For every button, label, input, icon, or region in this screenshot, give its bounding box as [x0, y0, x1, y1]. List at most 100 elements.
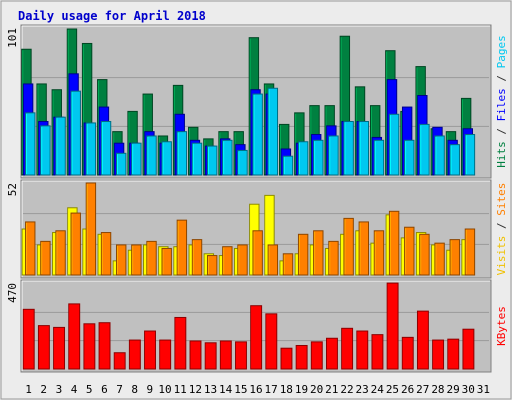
bar-sites — [237, 244, 248, 276]
bar-kbytes — [295, 344, 308, 370]
bar-pages — [206, 145, 218, 176]
bar-kbytes — [280, 347, 293, 370]
bar-kbytes — [341, 327, 354, 370]
legend-label-part: / — [495, 68, 508, 88]
x-tick-label: 7 — [116, 383, 123, 396]
x-tick-label: 25 — [386, 383, 399, 396]
bar-sites — [146, 240, 157, 276]
bar-pages — [419, 123, 430, 176]
bar-sites — [267, 244, 279, 276]
bar-kbytes — [447, 338, 460, 370]
legend-label: KBytes — [495, 306, 508, 346]
legend-label-part: Visits — [495, 236, 508, 276]
x-tick-label: 24 — [371, 383, 385, 396]
bar-pages — [161, 141, 172, 176]
bar-kbytes — [144, 330, 156, 370]
bar-kbytes — [128, 339, 141, 370]
bar-kbytes — [265, 313, 278, 370]
bar-sites — [100, 232, 112, 276]
x-tick-label: 16 — [249, 383, 262, 396]
bar-sites — [25, 221, 36, 276]
x-tick-label: 19 — [295, 383, 308, 396]
bar-kbytes — [98, 322, 111, 370]
bar-pages — [282, 155, 294, 176]
bar-pages — [297, 141, 309, 176]
bar-pages — [388, 113, 400, 176]
bar-pages — [237, 149, 248, 176]
panel-visits-sites: 52 Visits / Sites — [6, 179, 508, 279]
bar-kbytes — [416, 310, 429, 370]
bar-kbytes — [68, 303, 81, 370]
bar-pages — [116, 152, 127, 176]
x-tick-label: 10 — [158, 383, 171, 396]
series-kbytes — [22, 282, 475, 370]
bar-pages — [176, 131, 188, 176]
x-tick-label: 26 — [401, 383, 414, 396]
x-tick-label: 17 — [265, 383, 278, 396]
x-tick-label: 22 — [340, 383, 353, 396]
bar-sites — [222, 246, 233, 276]
legend-label-part: / — [495, 121, 508, 141]
bar-pages — [313, 139, 324, 176]
bar-kbytes — [386, 282, 399, 370]
x-tick-label: 13 — [204, 383, 217, 396]
bar-sites — [419, 233, 430, 276]
x-tick-label: 4 — [71, 383, 78, 396]
x-tick-label: 5 — [86, 383, 93, 396]
bar-sites — [313, 230, 324, 276]
bar-sites — [328, 240, 339, 276]
bar-kbytes — [356, 330, 369, 370]
bar-pages — [434, 135, 445, 176]
x-tick-label: 28 — [431, 383, 444, 396]
y-max-label: 101 — [6, 28, 19, 48]
bar-sites — [176, 219, 188, 276]
bar-kbytes — [462, 328, 475, 370]
bar-sites — [116, 244, 127, 276]
legend-label-part: KBytes — [495, 306, 508, 346]
chart-panels: 101 Hits / Files / Pages 52 Visits / Sites 4… — [6, 24, 508, 373]
bar-kbytes — [219, 340, 232, 370]
bar-pages — [358, 121, 370, 176]
x-tick-label: 21 — [325, 383, 338, 396]
bar-sites — [252, 230, 263, 276]
panel-kbytes: 470 KBytes — [6, 279, 508, 373]
legend-label: Hits / Files / Pages — [495, 35, 508, 168]
bar-kbytes — [174, 316, 187, 370]
x-tick-label: 15 — [234, 383, 247, 396]
series-pages — [25, 87, 476, 176]
x-tick-label: 2 — [40, 383, 47, 396]
x-tick-label: 12 — [189, 383, 202, 396]
x-tick-label: 9 — [147, 383, 154, 396]
x-tick-label: 1 — [25, 383, 32, 396]
x-tick-label: 20 — [310, 383, 323, 396]
legend-label-part: Pages — [495, 35, 508, 68]
x-tick-label: 18 — [280, 383, 293, 396]
bar-kbytes — [53, 326, 66, 370]
bar-sites — [161, 247, 172, 276]
x-tick-label: 27 — [416, 383, 429, 396]
bar-pages — [404, 139, 415, 176]
bar-kbytes — [37, 325, 50, 370]
bar-kbytes — [326, 337, 338, 370]
bar-pages — [328, 135, 339, 176]
bar-pages — [449, 144, 460, 176]
bar-sites — [404, 226, 415, 276]
bar-sites — [343, 217, 354, 276]
x-tick-label: 3 — [56, 383, 63, 396]
bar-kbytes — [159, 339, 172, 370]
bar-pages — [40, 125, 51, 176]
chart-title: Daily usage for April 2018 — [18, 9, 206, 23]
legend-label-part: Hits — [495, 141, 508, 168]
legend-label-part: / — [495, 216, 508, 236]
bar-pages — [131, 142, 142, 176]
legend-label-part: Files — [495, 88, 508, 121]
bar-pages — [85, 122, 97, 176]
x-tick-label: 30 — [462, 383, 475, 396]
x-tick-label: 8 — [131, 383, 138, 396]
bar-pages — [373, 139, 385, 176]
bar-sites — [282, 253, 294, 276]
legend-label-part: Sites — [495, 183, 508, 216]
y-max-label: 470 — [6, 283, 19, 303]
